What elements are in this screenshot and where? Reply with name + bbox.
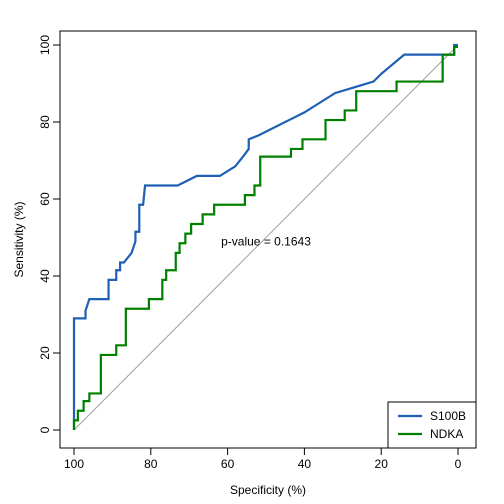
reference-diagonal-line [73, 44, 459, 431]
y-tick-label: 80 [38, 115, 52, 129]
legend-label-ndka: NDKA [430, 427, 463, 441]
plot-area [72, 43, 459, 431]
y-tick-label: 40 [38, 269, 52, 283]
plot-frame [59, 30, 477, 449]
p-value-annotation: p-value = 0.1643 [221, 234, 311, 248]
axes: 100 80 60 40 20 0 0 20 40 60 80 100 [38, 35, 461, 471]
legend-box [387, 401, 477, 449]
y-tick-label: 20 [38, 346, 52, 360]
series-line-ndka [72, 45, 458, 430]
x-tick-label: 0 [455, 457, 462, 471]
x-tick-label: 60 [221, 457, 235, 471]
x-tick-label: 40 [298, 457, 312, 471]
legend: S100B NDKA [387, 401, 477, 449]
x-axis-label: Specificity (%) [230, 483, 306, 497]
x-tick-label: 20 [375, 457, 389, 471]
y-tick-label: 100 [38, 35, 52, 55]
x-tick-label: 80 [144, 457, 158, 471]
legend-label-s100b: S100B [430, 409, 466, 423]
x-tick-label: 100 [64, 457, 84, 471]
y-tick-label: 0 [38, 426, 52, 433]
y-tick-label: 60 [38, 192, 52, 206]
series-line-s100b [72, 43, 458, 430]
y-axis-label: Sensitivity (%) [12, 201, 26, 277]
